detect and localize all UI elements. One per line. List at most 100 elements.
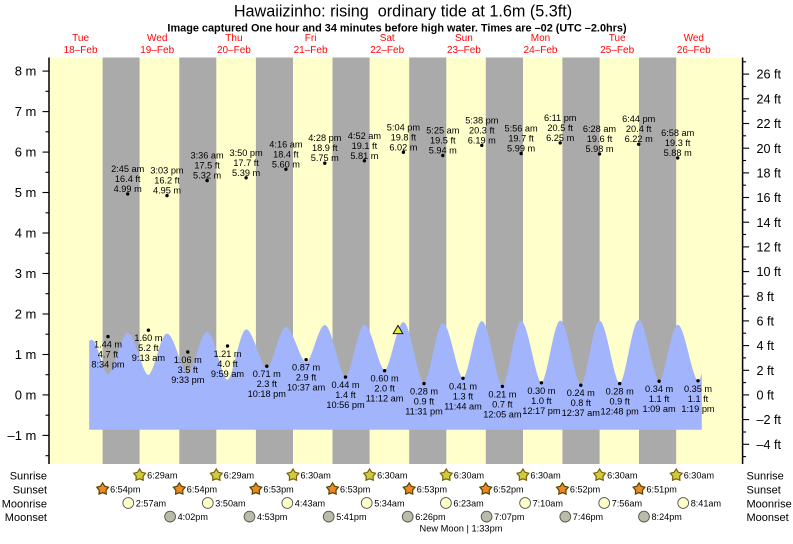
svg-text:Moonset: Moonset — [5, 512, 47, 524]
svg-text:1.1 ft: 1.1 ft — [649, 394, 670, 404]
svg-text:Sunset: Sunset — [747, 485, 781, 497]
svg-text:4:43am: 4:43am — [295, 498, 325, 508]
svg-text:5.2 ft: 5.2 ft — [138, 343, 159, 353]
svg-text:19.3 ft: 19.3 ft — [665, 138, 691, 148]
svg-text:6:53pm: 6:53pm — [417, 484, 447, 494]
svg-text:2.9 ft: 2.9 ft — [296, 373, 317, 383]
svg-text:19.1 ft: 19.1 ft — [352, 141, 378, 151]
svg-text:1:09 am: 1:09 am — [642, 404, 676, 414]
svg-text:5:25 am: 5:25 am — [426, 126, 460, 136]
svg-text:4.0 ft: 4.0 ft — [217, 359, 238, 369]
svg-text:6:23am: 6:23am — [453, 498, 483, 508]
svg-text:3:50 pm: 3:50 pm — [229, 148, 263, 158]
svg-text:12 ft: 12 ft — [757, 241, 782, 255]
svg-text:11:31 pm: 11:31 pm — [405, 407, 443, 417]
svg-text:2.0 ft: 2.0 ft — [374, 384, 395, 394]
svg-text:0.8 ft: 0.8 ft — [571, 398, 592, 408]
svg-text:Sun: Sun — [455, 33, 473, 44]
svg-text:12:17 pm: 12:17 pm — [522, 406, 561, 416]
svg-text:–1 m: –1 m — [7, 428, 36, 443]
svg-text:2 m: 2 m — [15, 307, 37, 322]
svg-text:Fri: Fri — [305, 33, 317, 44]
svg-text:6:44 pm: 6:44 pm — [622, 114, 656, 124]
svg-text:12:48 pm: 12:48 pm — [601, 407, 640, 417]
svg-text:4.99 m: 4.99 m — [114, 184, 142, 194]
svg-text:5:38 pm: 5:38 pm — [465, 115, 499, 125]
svg-text:5.39 m: 5.39 m — [232, 168, 260, 178]
svg-text:Wed: Wed — [684, 33, 704, 44]
svg-text:4.95 m: 4.95 m — [153, 186, 181, 196]
svg-text:6:52pm: 6:52pm — [493, 484, 523, 494]
svg-text:Mon: Mon — [531, 33, 550, 44]
svg-text:18.4 ft: 18.4 ft — [273, 149, 299, 159]
svg-text:5.81 m: 5.81 m — [350, 151, 378, 161]
svg-text:9:33 pm: 9:33 pm — [171, 375, 205, 385]
svg-text:2:57am: 2:57am — [136, 498, 166, 508]
svg-text:8:41am: 8:41am — [691, 498, 721, 508]
svg-text:7 m: 7 m — [15, 104, 37, 119]
svg-text:6:30am: 6:30am — [684, 471, 714, 481]
svg-text:0 m: 0 m — [15, 388, 37, 403]
svg-text:2:45 am: 2:45 am — [111, 164, 145, 174]
svg-text:7:10am: 7:10am — [533, 498, 563, 508]
svg-text:1.06 m: 1.06 m — [174, 355, 202, 365]
svg-text:20.4 ft: 20.4 ft — [626, 124, 652, 134]
svg-text:4 ft: 4 ft — [757, 339, 775, 353]
svg-text:19.5 ft: 19.5 ft — [430, 136, 456, 146]
svg-text:2 ft: 2 ft — [757, 364, 775, 378]
svg-text:New Moon | 1:33pm: New Moon | 1:33pm — [419, 524, 502, 534]
svg-text:5:04 pm: 5:04 pm — [387, 122, 421, 132]
svg-text:6 m: 6 m — [15, 145, 37, 160]
svg-text:12:37 am: 12:37 am — [562, 408, 601, 418]
svg-text:4:28 pm: 4:28 pm — [308, 133, 342, 143]
svg-text:5:34am: 5:34am — [374, 498, 404, 508]
svg-text:8:24pm: 8:24pm — [652, 512, 682, 522]
svg-text:3:03 pm: 3:03 pm — [150, 166, 184, 176]
svg-text:19–Feb: 19–Feb — [140, 45, 174, 56]
svg-text:3 m: 3 m — [15, 266, 37, 281]
svg-text:0.7 ft: 0.7 ft — [492, 399, 513, 409]
svg-text:Image captured One hour and 34: Image captured One hour and 34 minutes b… — [167, 23, 627, 35]
svg-text:1.3 ft: 1.3 ft — [453, 391, 474, 401]
svg-text:26 ft: 26 ft — [757, 68, 782, 82]
svg-text:0.71 m: 0.71 m — [253, 369, 281, 379]
svg-text:0.9 ft: 0.9 ft — [609, 397, 630, 407]
svg-text:3:36 am: 3:36 am — [190, 151, 224, 161]
svg-text:10 ft: 10 ft — [757, 265, 782, 279]
svg-text:–2 ft: –2 ft — [757, 413, 782, 427]
svg-text:5.98 m: 5.98 m — [585, 144, 613, 154]
svg-text:6.19 m: 6.19 m — [468, 135, 496, 145]
svg-text:3:50am: 3:50am — [215, 498, 245, 508]
svg-text:7:56am: 7:56am — [612, 498, 642, 508]
svg-text:9:59 am: 9:59 am — [211, 369, 245, 379]
svg-text:10:18 pm: 10:18 pm — [248, 389, 287, 399]
svg-text:Sunrise: Sunrise — [747, 471, 784, 483]
svg-text:18.9 ft: 18.9 ft — [312, 143, 338, 153]
svg-text:5.88 m: 5.88 m — [664, 148, 692, 158]
svg-text:6:26pm: 6:26pm — [415, 512, 445, 522]
svg-text:16.4 ft: 16.4 ft — [115, 174, 141, 184]
svg-text:12:05 am: 12:05 am — [483, 409, 522, 419]
svg-text:10:37 am: 10:37 am — [287, 383, 326, 393]
svg-text:17.5 ft: 17.5 ft — [194, 161, 220, 171]
svg-text:24 ft: 24 ft — [757, 92, 782, 106]
svg-text:Sunset: Sunset — [13, 485, 47, 497]
svg-text:20.5 ft: 20.5 ft — [547, 123, 573, 133]
svg-text:11:44 am: 11:44 am — [444, 401, 482, 411]
svg-text:8 m: 8 m — [15, 64, 37, 79]
svg-text:1.44 m: 1.44 m — [94, 340, 122, 350]
svg-text:14 ft: 14 ft — [757, 216, 782, 230]
svg-text:4.7 ft: 4.7 ft — [98, 350, 119, 360]
svg-text:0.41 m: 0.41 m — [449, 381, 477, 391]
svg-text:5.75 m: 5.75 m — [311, 153, 339, 163]
svg-text:0.34 m: 0.34 m — [645, 384, 673, 394]
svg-text:20.3 ft: 20.3 ft — [469, 125, 495, 135]
svg-text:6:11 pm: 6:11 pm — [544, 113, 577, 123]
svg-text:6:30am: 6:30am — [454, 471, 484, 481]
svg-text:18–Feb: 18–Feb — [64, 45, 98, 56]
svg-text:6:51pm: 6:51pm — [647, 484, 677, 494]
svg-text:5.99 m: 5.99 m — [507, 144, 535, 154]
svg-text:22–Feb: 22–Feb — [370, 45, 404, 56]
svg-text:20–Feb: 20–Feb — [217, 45, 251, 56]
svg-text:Hawaiizinho: rising ordinary: Hawaiizinho: rising ordinary tide at 1.6… — [234, 3, 572, 21]
